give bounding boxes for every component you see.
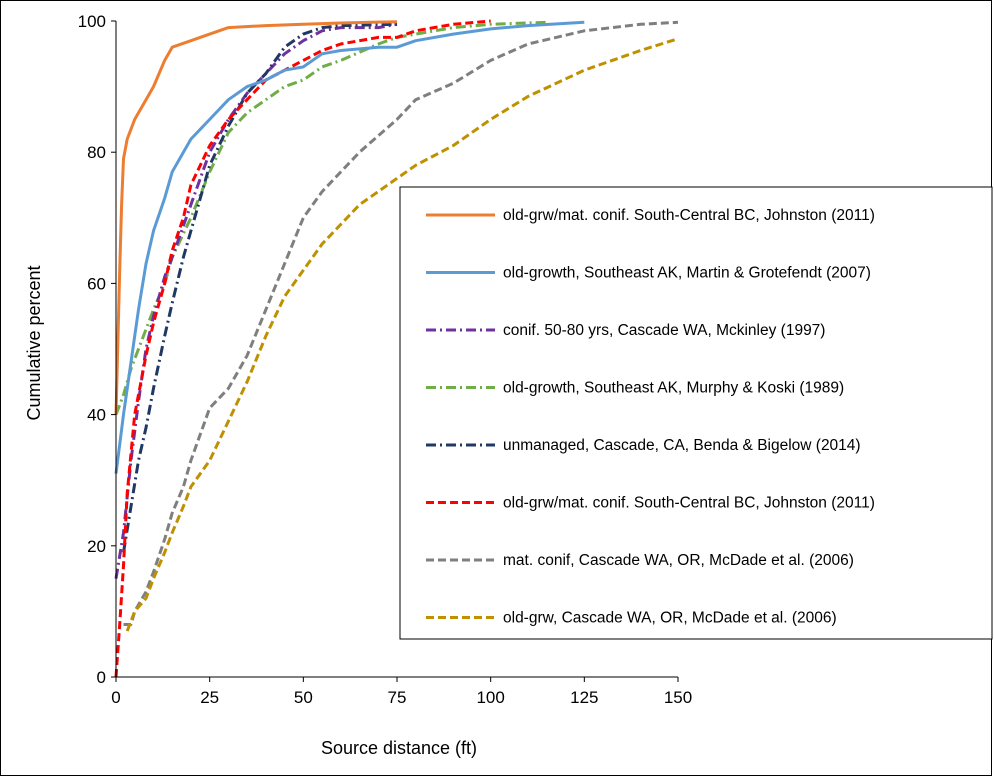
x-tick-label: 75 — [388, 688, 407, 707]
y-tick-label: 0 — [97, 668, 106, 687]
legend-label-1: old-grw/mat. conif. South-Central BC, Jo… — [503, 207, 875, 224]
series-layer — [114, 19, 679, 678]
x-tick-label: 100 — [476, 688, 504, 707]
legend-label-4: old-growth, Southeast AK, Murphy & Koski… — [503, 380, 844, 397]
x-tick-label: 0 — [111, 688, 120, 707]
y-axis-title: Cumulative percent — [24, 265, 44, 420]
series-line-8 — [125, 37, 679, 632]
x-axis-title: Source distance (ft) — [321, 738, 477, 758]
x-tick-label: 25 — [200, 688, 219, 707]
legend-label-5: unmanaged, Cascade, CA, Benda & Bigelow … — [503, 437, 861, 454]
x-tick-label: 150 — [664, 688, 692, 707]
x-tick-label: 50 — [294, 688, 313, 707]
series-line-4 — [114, 20, 547, 416]
series-line-5 — [122, 22, 398, 553]
y-tick-label: 60 — [87, 274, 106, 293]
x-tick-label: 125 — [570, 688, 598, 707]
ticks-layer: 0 20 40 60 80 100 0 25 50 75 100 125 150 — [78, 12, 693, 707]
legend-label-8: old-grw, Cascade WA, OR, McDade et al. (… — [503, 610, 837, 627]
y-tick-label: 100 — [78, 12, 106, 31]
legend-label-2: old-growth, Southeast AK, Martin & Grote… — [503, 265, 871, 282]
legend-label-3: conif. 50-80 yrs, Cascade WA, Mckinley (… — [503, 322, 825, 339]
legend-label-6: old-grw/mat. conif. South-Central BC, Jo… — [503, 495, 875, 512]
y-tick-label: 40 — [87, 406, 106, 425]
series-line-7 — [123, 20, 679, 626]
legend: old-grw/mat. conif. South-Central BC, Jo… — [399, 186, 993, 640]
y-tick-label: 80 — [87, 143, 106, 162]
legend-label-7: mat. conif, Cascade WA, OR, McDade et al… — [503, 552, 854, 569]
legend-items: old-grw/mat. conif. South-Central BC, Jo… — [426, 207, 875, 627]
y-tick-label: 20 — [87, 537, 106, 556]
series-line-1 — [114, 20, 398, 415]
series-line-6 — [114, 19, 491, 678]
legend-box — [399, 186, 993, 640]
series-line-2 — [114, 20, 585, 474]
series-line-3 — [114, 22, 398, 579]
